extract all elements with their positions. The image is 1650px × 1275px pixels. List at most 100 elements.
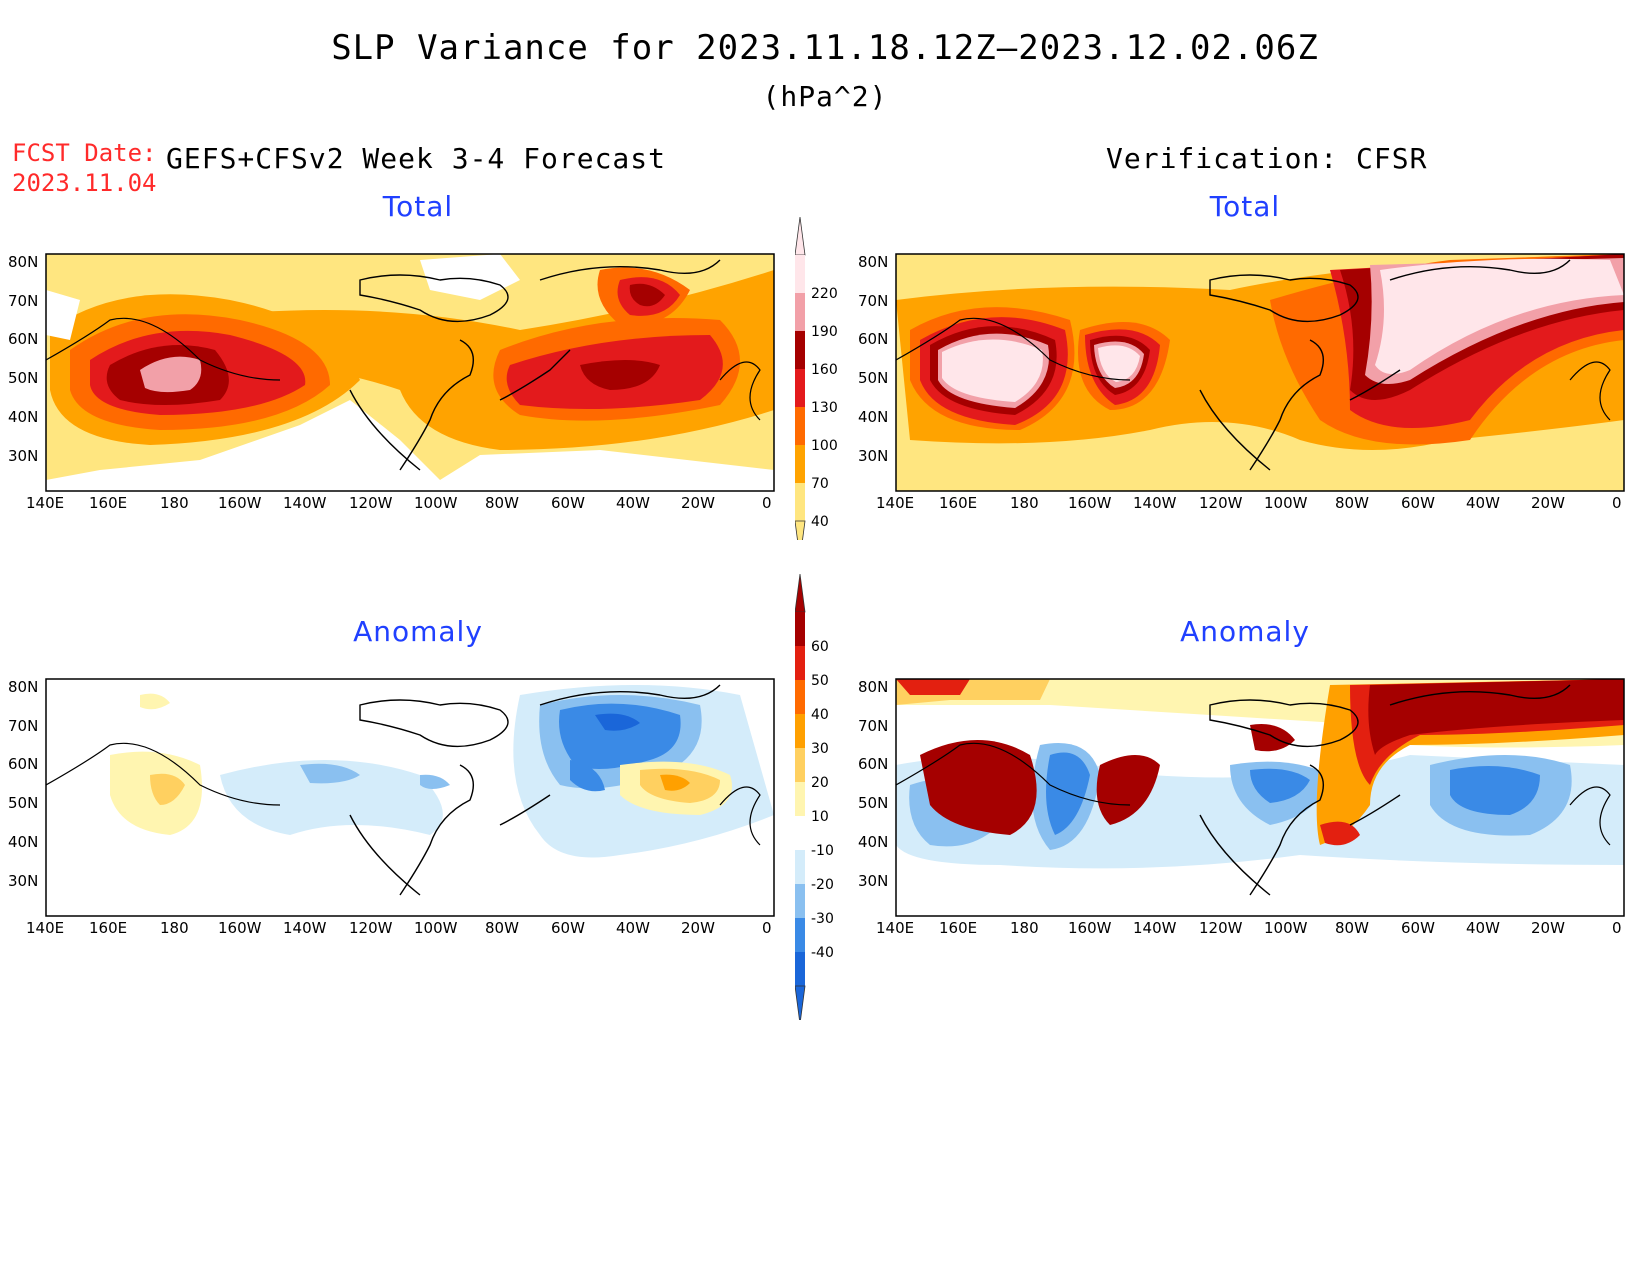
svg-text:80W: 80W <box>1335 919 1369 937</box>
svg-text:120W: 120W <box>1199 919 1243 937</box>
page-title: SLP Variance for 2023.11.18.12Z—2023.12.… <box>331 28 1319 68</box>
colorbar-bottom-arrow <box>795 520 806 540</box>
svg-text:70N: 70N <box>8 717 38 735</box>
forecast-date-value: 2023.11.04 <box>12 169 157 197</box>
colorbar-swatch <box>795 918 805 952</box>
colorbar-swatch <box>795 483 805 521</box>
svg-text:70N: 70N <box>858 292 888 310</box>
svg-text:50N: 50N <box>858 369 888 387</box>
svg-text:100W: 100W <box>414 919 458 937</box>
svg-text:140E: 140E <box>26 494 64 512</box>
svg-text:100W: 100W <box>1264 494 1308 512</box>
svg-text:120W: 120W <box>349 919 393 937</box>
svg-text:40W: 40W <box>616 919 650 937</box>
total-colorbar-swatches <box>795 216 806 540</box>
svg-text:60W: 60W <box>551 494 585 512</box>
verification-total-axes: 80N 70N 60N 50N 40N 30N 140E 160E 180 160W 140W 12… <box>858 253 1622 512</box>
svg-text:30N: 30N <box>858 872 888 890</box>
svg-text:70N: 70N <box>858 717 888 735</box>
colorbar-level-label: 10 <box>811 809 829 825</box>
total-colorbar-labels: 220 190 160 130 100 70 40 <box>811 286 838 530</box>
anomaly-colorbar: 60 50 40 30 20 10 -10 -20 -30 -40 <box>795 573 834 1020</box>
colorbar-swatch <box>795 952 805 986</box>
svg-text:160E: 160E <box>89 919 127 937</box>
svg-text:80W: 80W <box>485 494 519 512</box>
svg-text:160W: 160W <box>1068 919 1112 937</box>
svg-text:70N: 70N <box>8 292 38 310</box>
svg-text:20W: 20W <box>1531 919 1565 937</box>
svg-text:50N: 50N <box>858 794 888 812</box>
colorbar-level-label: -10 <box>811 843 834 859</box>
svg-text:60N: 60N <box>8 755 38 773</box>
svg-text:180: 180 <box>1010 494 1039 512</box>
svg-text:160E: 160E <box>939 494 977 512</box>
colorbar-swatch <box>795 850 805 884</box>
colorbar-swatch <box>795 816 805 850</box>
colorbar-level-label: 160 <box>811 362 838 378</box>
colorbar-swatch <box>795 255 805 293</box>
svg-text:60N: 60N <box>858 330 888 348</box>
verification-label: Verification: CFSR <box>1106 142 1428 175</box>
svg-text:160E: 160E <box>89 494 127 512</box>
svg-text:30N: 30N <box>8 447 38 465</box>
svg-text:0: 0 <box>762 919 772 937</box>
colorbar-level-label: 30 <box>811 741 829 757</box>
forecast-date-block: FCST Date: 2023.11.04 <box>12 138 157 198</box>
svg-text:40W: 40W <box>616 494 650 512</box>
forecast-date-label: FCST Date: <box>12 139 157 167</box>
total-colorbar: 220 190 160 130 100 70 40 <box>795 216 838 540</box>
colorbar-level-label: 40 <box>811 707 829 723</box>
svg-text:180: 180 <box>160 494 189 512</box>
svg-text:60W: 60W <box>1401 919 1435 937</box>
forecast-anomaly-title: Anomaly <box>353 615 483 648</box>
svg-text:50N: 50N <box>8 794 38 812</box>
svg-text:40N: 40N <box>858 833 888 851</box>
colorbar-swatch <box>795 612 805 646</box>
colorbar-swatch <box>795 782 805 816</box>
colorbar-level-label: -40 <box>811 945 834 961</box>
verification-anomaly-title: Anomaly <box>1180 615 1310 648</box>
colorbar-level-label: -20 <box>811 877 834 893</box>
svg-text:80N: 80N <box>858 253 888 271</box>
svg-text:160W: 160W <box>218 494 262 512</box>
colorbar-swatch <box>795 331 805 369</box>
svg-text:40W: 40W <box>1466 494 1500 512</box>
svg-text:120W: 120W <box>349 494 393 512</box>
svg-text:100W: 100W <box>1264 919 1308 937</box>
svg-text:140W: 140W <box>1133 919 1177 937</box>
svg-text:140E: 140E <box>876 494 914 512</box>
colorbar-level-label: 70 <box>811 476 829 492</box>
colorbar-level-label: 190 <box>811 324 838 340</box>
verification-anomaly-axes: 80N 70N 60N 50N 40N 30N 140E 160E 180 160W 140W 12… <box>858 678 1622 937</box>
colorbar-level-label: 130 <box>811 400 838 416</box>
colorbar-level-label: 220 <box>811 286 838 302</box>
colorbar-level-label: -30 <box>811 911 834 927</box>
verification-anomaly-map: 80N 70N 60N 50N 40N 30N 140E 160E 180 160W 140W 12… <box>858 678 1625 937</box>
svg-text:0: 0 <box>1612 919 1622 937</box>
svg-text:120W: 120W <box>1199 494 1243 512</box>
svg-text:140E: 140E <box>26 919 64 937</box>
svg-text:20W: 20W <box>681 919 715 937</box>
colorbar-level-label: 100 <box>811 438 838 454</box>
svg-text:20W: 20W <box>1531 494 1565 512</box>
svg-text:80W: 80W <box>1335 494 1369 512</box>
anomaly-colorbar-swatches <box>795 573 806 1020</box>
verification-total-map: 80N 70N 60N 50N 40N 30N 140E 160E 180 160W 140W 12… <box>858 253 1625 512</box>
svg-text:80N: 80N <box>8 678 38 696</box>
forecast-anomaly-axes: 80N 70N 60N 50N 40N 30N 140E 160E 180 160W 140W 12… <box>8 678 772 937</box>
svg-text:30N: 30N <box>858 447 888 465</box>
svg-text:180: 180 <box>160 919 189 937</box>
svg-text:40N: 40N <box>8 408 38 426</box>
svg-text:60N: 60N <box>8 330 38 348</box>
colorbar-level-label: 50 <box>811 673 829 689</box>
colorbar-swatch <box>795 369 805 407</box>
colorbar-swatch <box>795 445 805 483</box>
svg-text:140W: 140W <box>1133 494 1177 512</box>
colorbar-bottom-arrow <box>795 985 806 1020</box>
colorbar-swatch <box>795 748 805 782</box>
colorbar-swatch <box>795 407 805 445</box>
svg-text:30N: 30N <box>8 872 38 890</box>
svg-text:60W: 60W <box>1401 494 1435 512</box>
colorbar-top-arrow <box>795 573 806 613</box>
svg-text:0: 0 <box>762 494 772 512</box>
